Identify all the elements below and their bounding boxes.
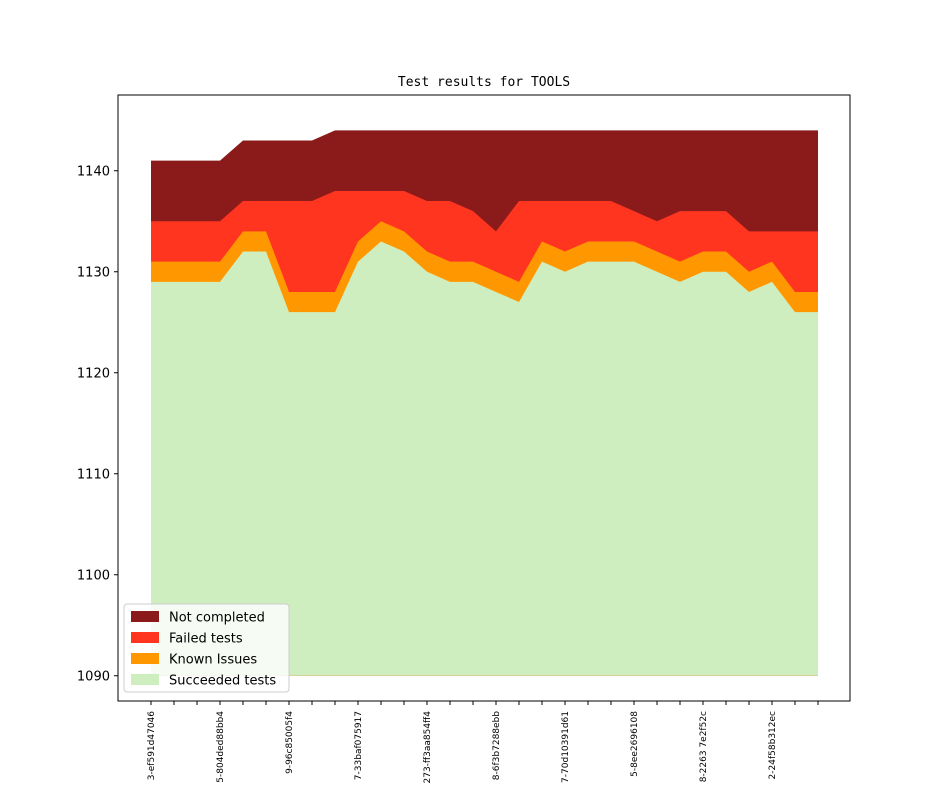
chart-title: Test results for TOOLS [398, 75, 570, 90]
legend-label: Not completed [169, 611, 265, 626]
x-tick-label: 8-6f3b7288ebb [492, 711, 502, 780]
legend-label: Known Issues [169, 653, 257, 668]
plot-border [117, 94, 851, 702]
x-tick-label: 3-ef591d47046 [147, 711, 157, 780]
y-tick-label: 1130 [77, 265, 110, 280]
legend-label: Failed tests [169, 632, 243, 647]
area-succeeded-tests [151, 241, 818, 676]
legend-swatch [131, 611, 159, 622]
x-tick-label: 273-ff3aa854ff4 [423, 711, 433, 784]
y-tick-label: 1140 [77, 164, 110, 179]
x-tick-label: 7-33baf075917 [354, 711, 364, 780]
legend: Not completed Failed tests Known Issues Suc… [123, 603, 290, 693]
area-series-group [151, 130, 818, 676]
x-tick-label: 5-8ee2696108 [630, 711, 640, 777]
y-tick-label: 1110 [77, 467, 110, 482]
x-tick-label: 8-2263 7e2f52c [699, 711, 709, 782]
x-tick-label: 2-24f58b312ec [768, 711, 778, 779]
x-tick-label: 7-70d10391d61 [561, 711, 571, 783]
x-tick-label: 5-804ded88bb4 [216, 711, 226, 783]
x-tick-label: 9-96c85005f4 [285, 711, 295, 774]
legend-swatch [131, 632, 159, 643]
x-axis: 3-ef591d47046 5-804ded88bb4 9-96c85005f4 7-… [147, 701, 819, 784]
y-axis: 1090 1100 1110 1120 1130 1140 [77, 164, 118, 684]
y-tick-label: 1120 [77, 366, 110, 381]
y-tick-label: 1090 [77, 669, 110, 684]
legend-label: Succeeded tests [169, 674, 276, 689]
legend-box [123, 603, 290, 693]
y-tick-label: 1100 [77, 568, 110, 583]
legend-swatch [131, 653, 159, 664]
legend-swatch [131, 674, 159, 685]
